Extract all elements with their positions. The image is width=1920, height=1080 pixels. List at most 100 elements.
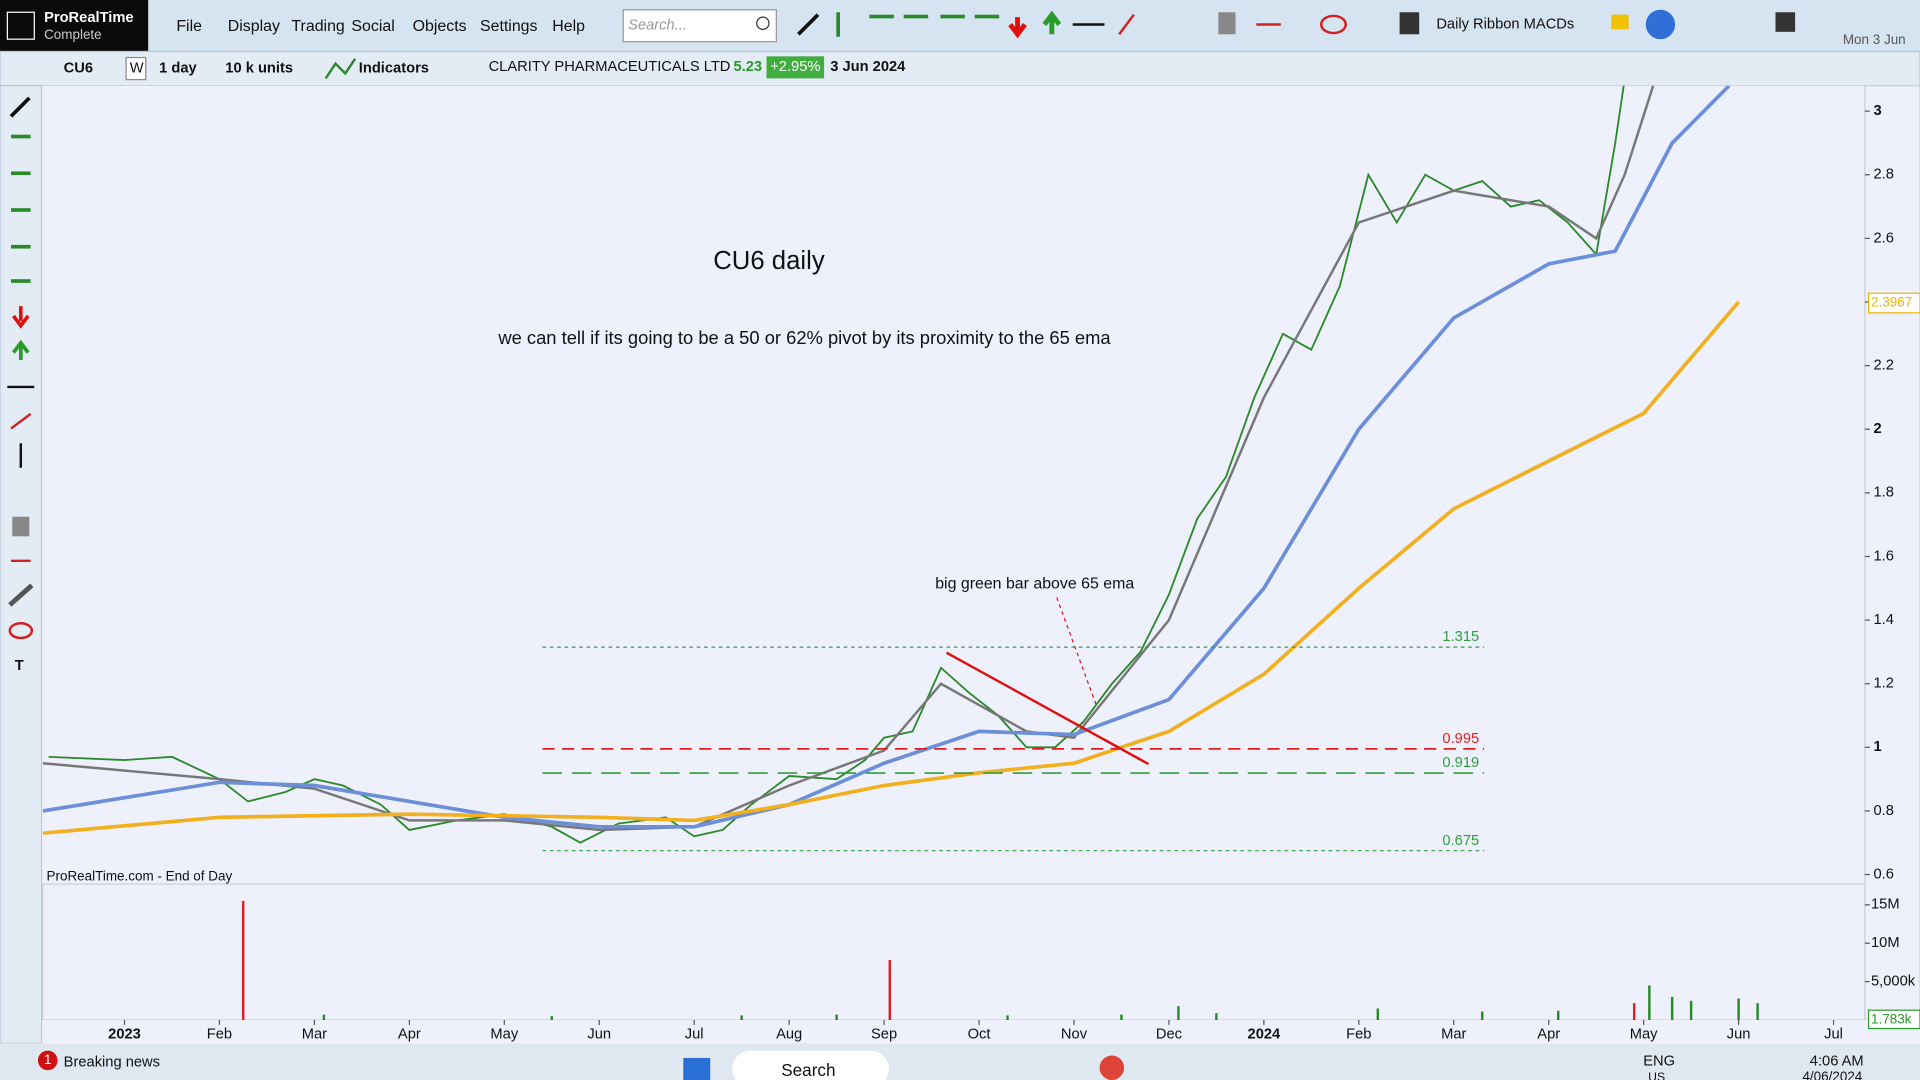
y-tick-label: 1.8 xyxy=(1873,485,1893,501)
axis-marker-box xyxy=(1867,292,1920,314)
level-label: 0.995 xyxy=(1442,731,1479,747)
news-count: 1 xyxy=(44,1052,51,1067)
menu-item[interactable]: Display xyxy=(228,18,280,35)
x-tick-label: Apr xyxy=(1537,1027,1560,1043)
period[interactable]: 1 day xyxy=(159,60,197,76)
instrument-date: 3 Jun 2024 xyxy=(830,59,906,75)
ema-line xyxy=(42,300,1741,835)
indicators-icon xyxy=(324,58,357,80)
ticker[interactable]: CU6 xyxy=(64,60,93,76)
x-tick-label: Dec xyxy=(1156,1027,1182,1043)
search-box[interactable] xyxy=(622,9,777,43)
instrument-bar xyxy=(0,50,1920,87)
language: ENG xyxy=(1643,1054,1675,1070)
axis-marker-label: 2.3967 xyxy=(1871,295,1912,310)
weekly-button[interactable]: W xyxy=(130,60,144,76)
volume-bar xyxy=(1648,985,1651,1020)
menu-item[interactable]: Help xyxy=(552,18,585,35)
layout-name[interactable]: Daily Ribbon MACDs xyxy=(1436,16,1574,32)
change: +2.95% xyxy=(770,59,820,75)
svg-text:T: T xyxy=(15,658,24,674)
volume-bar xyxy=(550,1016,553,1020)
x-tick-label: Apr xyxy=(398,1027,421,1043)
indicators-button[interactable]: Indicators xyxy=(359,60,429,76)
y-axis xyxy=(1864,85,1920,1021)
units[interactable]: 10 k units xyxy=(225,60,293,76)
browser-icon[interactable] xyxy=(1099,1055,1125,1080)
axis-marker-label: 1.783k xyxy=(1871,1012,1912,1027)
x-tick-label: Jul xyxy=(1824,1027,1843,1043)
x-tick-label: Sep xyxy=(871,1027,897,1043)
y-tick-label: 15M xyxy=(1871,897,1900,913)
y-tick-label: 3 xyxy=(1873,103,1881,119)
volume-plot xyxy=(241,900,1759,1020)
x-axis xyxy=(42,1020,1920,1044)
y-tick-label: 2.8 xyxy=(1873,167,1893,183)
taskbar xyxy=(0,1043,1920,1080)
trend-line xyxy=(945,651,1150,766)
volume-bar xyxy=(1632,1003,1636,1020)
price: 5.23 xyxy=(733,59,762,75)
menu-item[interactable]: File xyxy=(176,18,202,35)
news[interactable]: Breaking news xyxy=(64,1055,160,1071)
x-tick-label: Feb xyxy=(1346,1027,1371,1043)
source: ProRealTime.com - End of Day xyxy=(47,868,233,883)
taskbar-search[interactable] xyxy=(732,1050,889,1080)
x-tick-label: Feb xyxy=(207,1027,232,1043)
ema-line xyxy=(42,85,1655,832)
chart-title: CU6 daily xyxy=(713,247,825,275)
start-button[interactable] xyxy=(683,1057,711,1080)
level-label: 1.315 xyxy=(1442,629,1479,645)
y-tick-label: 0.6 xyxy=(1873,866,1893,882)
logo-icon xyxy=(6,11,35,40)
volume-bar xyxy=(1006,1015,1009,1020)
search-icon xyxy=(756,16,770,30)
toolbar-icons xyxy=(797,9,1796,40)
y-tick-label: 1.4 xyxy=(1873,612,1893,628)
news-badge xyxy=(37,1050,58,1071)
change-box xyxy=(766,56,825,79)
taskbar-search-label: Search xyxy=(781,1060,835,1080)
volume-bar xyxy=(322,1014,326,1020)
instrument-name: CLARITY PHARMACEUTICALS LTD xyxy=(489,59,731,75)
annotation: big green bar above 65 ema xyxy=(935,575,1134,592)
w-box[interactable] xyxy=(125,56,147,81)
y-tick-label: 2.6 xyxy=(1873,230,1893,246)
volume-pane xyxy=(42,883,1866,1021)
x-tick-label: Jun xyxy=(587,1027,611,1043)
menu-item[interactable]: Objects xyxy=(413,18,467,35)
x-tick-label: Aug xyxy=(776,1027,802,1043)
top-bar xyxy=(0,0,1920,52)
volume-bar xyxy=(740,1015,743,1020)
x-tick-label: Mar xyxy=(1441,1027,1466,1043)
y-tick-label: 10M xyxy=(1871,935,1900,951)
volume-bar xyxy=(1756,1003,1759,1020)
y-tick-label: 0.8 xyxy=(1873,803,1893,819)
menu-item[interactable]: Settings xyxy=(480,18,538,35)
volume-bar xyxy=(1177,1006,1180,1020)
x-tick-label: Oct xyxy=(968,1027,991,1043)
price-line xyxy=(48,85,1625,844)
y-tick-label: 2 xyxy=(1873,421,1881,437)
volume-bar xyxy=(241,900,245,1020)
level-label: 0.675 xyxy=(1442,833,1479,849)
y-tick-label: 2.2 xyxy=(1873,357,1893,373)
chart-subtitle: we can tell if its going to be a 50 or 6… xyxy=(497,327,1111,348)
x-tick-label: Nov xyxy=(1061,1027,1088,1043)
menu-item[interactable]: Trading xyxy=(291,18,344,35)
volume-bar xyxy=(1481,1011,1484,1020)
menu-item[interactable]: Social xyxy=(351,18,394,35)
price-pane xyxy=(42,85,1865,885)
y-tick-label: 5,000k xyxy=(1871,973,1916,989)
clock-time: 4:06 AM xyxy=(1810,1054,1864,1070)
plot xyxy=(42,85,1741,844)
volume-bar xyxy=(888,960,892,1020)
left-toolbar xyxy=(0,85,43,1044)
volume-bar xyxy=(1120,1014,1123,1020)
y-tick-label: 1 xyxy=(1873,739,1881,755)
x-tick-label: Mar xyxy=(302,1027,327,1043)
x-tick-label: Jul xyxy=(685,1027,704,1043)
y-tick-label: 1.2 xyxy=(1873,676,1893,692)
app-edition: Complete xyxy=(44,27,102,42)
app-name: ProRealTime xyxy=(44,10,134,26)
